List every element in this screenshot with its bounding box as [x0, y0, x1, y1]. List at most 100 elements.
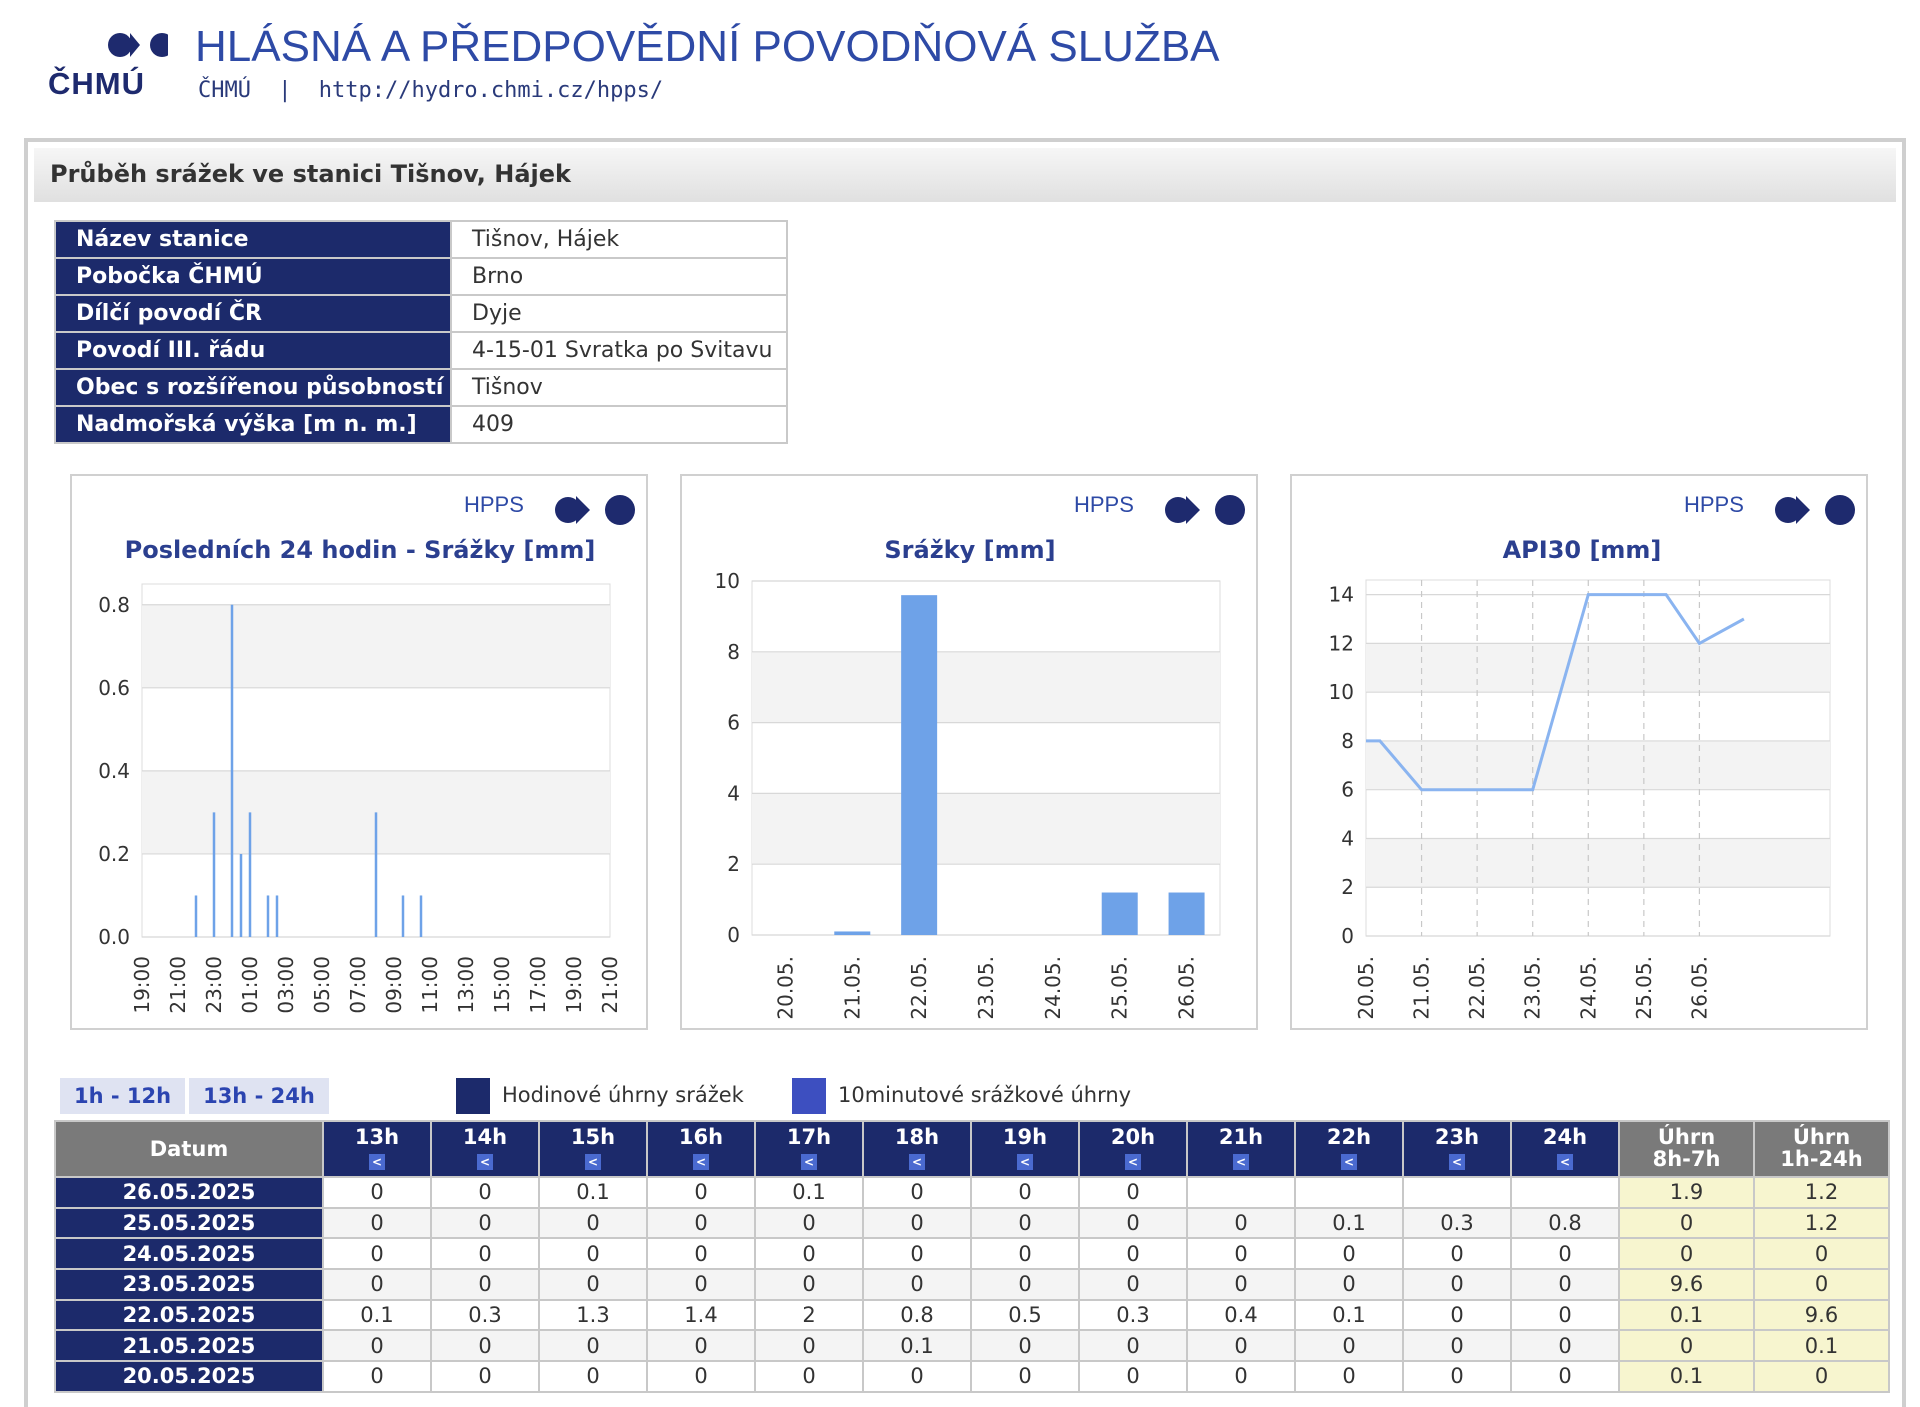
table-row: 20.05.2025 0 0 0 0 0 0 0 0 0 0 0 0 0.1 0 — [54, 1360, 1890, 1393]
chevron-left-icon[interactable]: < — [1017, 1154, 1033, 1170]
hour-value-cell: 0 — [1510, 1360, 1620, 1393]
x-tick-label: 22.05. — [907, 956, 931, 1020]
x-tick-label: 05:00 — [310, 956, 334, 1014]
chevron-left-icon[interactable]: < — [585, 1154, 601, 1170]
hour-value-cell: 0 — [1078, 1360, 1188, 1393]
x-tick-label: 26.05. — [1687, 956, 1711, 1020]
x-tick-label: 21:00 — [166, 956, 190, 1014]
hour-value-cell: 0 — [1078, 1237, 1188, 1271]
hour-value-cell: 0 — [322, 1237, 432, 1271]
hour-value-cell: 0 — [1186, 1268, 1296, 1301]
hour-value-cell: 0 — [1078, 1268, 1188, 1301]
chevron-left-icon[interactable]: < — [801, 1154, 817, 1170]
y-tick-label: 8 — [727, 640, 740, 664]
chevron-left-icon[interactable]: < — [477, 1154, 493, 1170]
info-value: 409 — [450, 405, 788, 444]
hour-value-cell: 0 — [646, 1329, 756, 1363]
station-info-table: Název stanice Tišnov, Hájek Pobočka ČHMÚ Br… — [54, 220, 788, 444]
y-tick-label: 0.6 — [98, 676, 130, 700]
tab-1h-12h[interactable]: 1h - 12h — [60, 1078, 186, 1114]
hour-label: 22h — [1326, 1125, 1372, 1149]
hour-value-cell: 0 — [430, 1176, 540, 1209]
y-tick-label: 0.0 — [98, 925, 130, 949]
hour-value-cell: 0 — [1294, 1237, 1404, 1271]
precip-data-table: Datum 13h <14h <15h <16h <17h <18h <19h <20h <21h… — [54, 1120, 1890, 1393]
x-tick-label: 23.05. — [974, 956, 998, 1020]
hour-value-cell: 0 — [646, 1206, 756, 1240]
header-datum: Datum — [54, 1120, 324, 1178]
chevron-left-icon[interactable]: < — [1233, 1154, 1249, 1170]
y-tick-label: 6 — [1341, 778, 1354, 802]
y-tick-label: 2 — [727, 852, 740, 876]
y-tick-label: 8 — [1341, 729, 1354, 753]
hour-value-cell: 0 — [322, 1176, 432, 1209]
info-value: Dyje — [450, 294, 788, 333]
hour-value-cell: 0.5 — [970, 1298, 1080, 1332]
panel-title: Průběh srážek ve stanici Tišnov, Hájek — [50, 160, 572, 188]
x-tick-label: 23:00 — [202, 956, 226, 1014]
x-tick-label: 22.05. — [1465, 956, 1489, 1020]
hour-value-cell — [1294, 1176, 1404, 1209]
hour-value-cell: 0 — [1402, 1360, 1512, 1393]
info-row: Nadmořská výška [m n. m.] 409 — [54, 405, 788, 444]
x-tick-label: 15:00 — [490, 956, 514, 1014]
y-tick-label: 2 — [1341, 875, 1354, 899]
x-tick-label: 20.05. — [773, 956, 797, 1020]
x-tick-label: 03:00 — [274, 956, 298, 1014]
row-date: 26.05.2025 — [54, 1176, 324, 1209]
hour-value-cell: 0 — [970, 1360, 1080, 1393]
chart-api30: HPPS API30 [mm] 0 2 4 6 8 10 12 14 20.05. 21.05. 22.… — [1290, 474, 1868, 1030]
api30-line — [1366, 593, 1745, 792]
legend-hourly: Hodinové úhrny srážek — [456, 1076, 744, 1114]
hour-value-cell: 0 — [322, 1360, 432, 1393]
chart-last-24h: HPPS Posledních 24 hodin - Srážky [mm] 0.0… — [70, 474, 648, 1030]
header-hour-24h: 24h < — [1510, 1120, 1620, 1178]
y-tick-label: 10 — [715, 569, 740, 593]
hour-value-cell: 0.8 — [1510, 1206, 1620, 1240]
header-hour-19h: 19h < — [970, 1120, 1080, 1178]
hpps-url-link[interactable]: http://hydro.chmi.cz/hpps/ — [318, 78, 664, 103]
info-value: Tišnov — [450, 368, 788, 407]
range-tabs: 1h - 12h 13h - 24h — [60, 1078, 333, 1114]
chevron-left-icon[interactable]: < — [369, 1154, 385, 1170]
hour-value-cell: 0.1 — [862, 1329, 972, 1363]
chevron-left-icon[interactable]: < — [1557, 1154, 1573, 1170]
hour-value-cell: 0 — [754, 1237, 864, 1271]
info-value: Tišnov, Hájek — [450, 220, 788, 259]
header-hour-20h: 20h < — [1078, 1120, 1188, 1178]
hour-value-cell: 0 — [538, 1329, 648, 1363]
hour-value-cell: 0 — [970, 1268, 1080, 1301]
hour-value-cell: 0 — [430, 1329, 540, 1363]
hour-value-cell: 0 — [430, 1237, 540, 1271]
x-tick-label: 21.05. — [840, 956, 864, 1020]
tab-13h-24h[interactable]: 13h - 24h — [189, 1078, 329, 1114]
chevron-left-icon[interactable]: < — [1125, 1154, 1141, 1170]
y-tick-label: 4 — [727, 781, 740, 805]
x-tick-label: 25.05. — [1108, 956, 1132, 1020]
hpps-logo-icon — [555, 495, 635, 525]
chevron-left-icon[interactable]: < — [1341, 1154, 1357, 1170]
sum-value-cell: 0 — [1753, 1360, 1890, 1393]
y-tick-label: 12 — [1329, 631, 1354, 655]
chevron-left-icon[interactable]: < — [1449, 1154, 1465, 1170]
hpps-logo-icon — [1165, 495, 1245, 525]
x-tick-label: 01:00 — [238, 956, 262, 1014]
hour-value-cell: 0.3 — [1402, 1206, 1512, 1240]
grid-band — [1366, 740, 1830, 790]
panel-header: Průběh srážek ve stanici Tišnov, Hájek — [34, 148, 1896, 202]
hour-value-cell: 1.3 — [538, 1298, 648, 1332]
table-row: 26.05.2025 0 0 0.1 0 0.1 0 0 0 1.9 1.2 — [54, 1176, 1890, 1209]
hour-value-cell: 0 — [538, 1237, 648, 1271]
hour-value-cell: 0.1 — [538, 1176, 648, 1209]
chevron-left-icon[interactable]: < — [693, 1154, 709, 1170]
hour-value-cell — [1186, 1176, 1296, 1209]
chevron-left-icon[interactable]: < — [909, 1154, 925, 1170]
hour-value-cell: 0 — [430, 1206, 540, 1240]
hour-value-cell: 0 — [970, 1329, 1080, 1363]
info-value: 4-15-01 Svratka po Svitavu — [450, 331, 788, 370]
info-row: Obec s rozšířenou působností Tišnov — [54, 368, 788, 407]
chmu-logo[interactable]: ČHMÚ — [48, 30, 168, 110]
sum-header-line: 1h-24h — [1780, 1147, 1863, 1171]
chart-svg-daily: HPPS Srážky [mm] 0 2 4 6 8 10 20.05. 21.05. 22.05.… — [715, 492, 1245, 1020]
chart-title: API30 [mm] — [1503, 536, 1662, 564]
